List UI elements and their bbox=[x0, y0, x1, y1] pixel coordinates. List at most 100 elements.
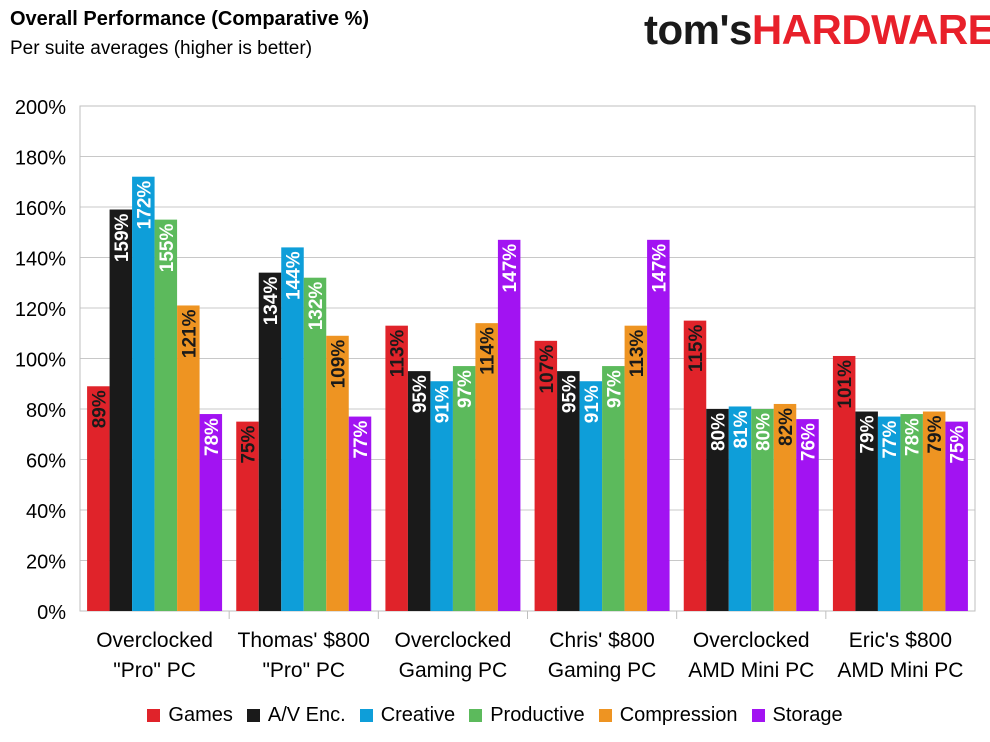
legend-label: Games bbox=[168, 704, 233, 726]
logo-text-hardware: HARDWARE bbox=[751, 6, 990, 53]
legend-swatch bbox=[469, 709, 483, 722]
bar bbox=[348, 416, 372, 611]
data-label: 113% bbox=[627, 330, 648, 378]
data-label: 101% bbox=[835, 360, 856, 409]
legend-item: Productive bbox=[469, 704, 585, 727]
y-tick-label: 100% bbox=[15, 350, 66, 372]
data-label: 114% bbox=[478, 327, 499, 375]
data-label: 91% bbox=[433, 385, 454, 423]
data-label: 81% bbox=[731, 410, 752, 448]
bar bbox=[945, 421, 968, 611]
x-tick-label: Overclocked bbox=[395, 629, 512, 652]
bar bbox=[832, 355, 856, 611]
bar bbox=[497, 239, 521, 611]
legend-item: A/V Enc. bbox=[246, 704, 346, 727]
data-label: 89% bbox=[89, 390, 110, 428]
data-label: 121% bbox=[179, 309, 200, 358]
bar bbox=[557, 371, 580, 611]
data-label: 75% bbox=[948, 426, 969, 464]
bar bbox=[647, 239, 670, 611]
bar bbox=[109, 209, 133, 611]
x-tick-label: Thomas' $800 bbox=[238, 629, 370, 652]
x-tick-label: Gaming PC bbox=[548, 659, 657, 682]
bar bbox=[534, 340, 558, 611]
data-label: 77% bbox=[351, 420, 372, 458]
bar bbox=[303, 277, 327, 611]
legend-label: Storage bbox=[772, 704, 843, 726]
data-label: 172% bbox=[134, 181, 155, 230]
data-label: 97% bbox=[455, 370, 476, 408]
bar bbox=[706, 409, 729, 611]
bar bbox=[385, 325, 408, 611]
logo-text-toms: tom's bbox=[644, 6, 752, 53]
bar bbox=[624, 325, 648, 611]
bar bbox=[900, 414, 923, 611]
data-label: 78% bbox=[202, 418, 223, 456]
legend-swatch bbox=[246, 709, 260, 722]
x-tick-label: AMD Mini PC bbox=[688, 659, 814, 682]
data-label: 155% bbox=[157, 224, 178, 273]
x-tick-label: "Pro" PC bbox=[113, 659, 196, 682]
bar bbox=[87, 386, 110, 611]
x-tick-label: Chris' $800 bbox=[549, 629, 655, 652]
x-tick-label: Eric's $800 bbox=[849, 629, 952, 652]
chart-title: Overall Performance (Comparative %) bbox=[10, 8, 370, 30]
legend-item: Games bbox=[147, 704, 233, 727]
legend-label: Creative bbox=[380, 704, 456, 726]
data-label: 82% bbox=[776, 408, 797, 446]
data-label: 132% bbox=[306, 282, 327, 331]
x-tick-label: AMD Mini PC bbox=[837, 659, 963, 682]
bar bbox=[154, 219, 178, 611]
legend-label: Compression bbox=[619, 704, 738, 726]
y-tick-label: 180% bbox=[15, 148, 66, 170]
data-label: 95% bbox=[559, 375, 580, 413]
y-tick-label: 120% bbox=[15, 299, 66, 321]
y-tick-label: 60% bbox=[26, 451, 66, 473]
y-tick-label: 160% bbox=[15, 198, 66, 220]
data-label: 75% bbox=[239, 426, 260, 464]
y-tick-label: 140% bbox=[15, 249, 66, 271]
bar bbox=[281, 247, 304, 611]
bar bbox=[751, 409, 774, 611]
bar bbox=[579, 381, 603, 611]
bar bbox=[258, 272, 282, 611]
bar bbox=[452, 366, 476, 611]
data-label: 79% bbox=[858, 415, 879, 453]
data-label: 113% bbox=[388, 330, 409, 378]
legend-item: Creative bbox=[359, 704, 456, 727]
x-tick-label: Overclocked bbox=[693, 629, 810, 652]
bar bbox=[430, 381, 453, 611]
y-tick-label: 20% bbox=[26, 552, 66, 574]
bar bbox=[773, 403, 797, 611]
bar bbox=[236, 421, 259, 611]
x-tick-label: Gaming PC bbox=[399, 659, 508, 682]
data-label: 79% bbox=[925, 415, 946, 453]
legend-label: Productive bbox=[490, 704, 585, 726]
legend-swatch bbox=[359, 709, 373, 722]
y-tick-label: 200% bbox=[15, 97, 66, 119]
x-tick-label: "Pro" PC bbox=[262, 659, 345, 682]
bar bbox=[407, 371, 431, 611]
bar bbox=[177, 305, 200, 611]
data-label: 91% bbox=[582, 385, 603, 423]
legend-item: Storage bbox=[751, 704, 843, 727]
legend-swatch bbox=[147, 709, 161, 722]
legend-item: Compression bbox=[598, 704, 738, 727]
data-label: 80% bbox=[754, 413, 775, 451]
data-label: 107% bbox=[537, 345, 558, 394]
data-label: 115% bbox=[686, 325, 707, 373]
data-label: 80% bbox=[709, 413, 730, 451]
y-tick-label: 80% bbox=[26, 400, 66, 422]
bar bbox=[683, 320, 707, 611]
chart-legend: Games A/V Enc. Creative Productive Compressi… bbox=[0, 704, 990, 727]
data-label: 109% bbox=[329, 340, 350, 389]
data-label: 147% bbox=[649, 244, 670, 293]
y-tick-label: 0% bbox=[37, 602, 66, 624]
bar bbox=[199, 414, 223, 611]
data-label: 159% bbox=[112, 213, 133, 262]
data-label: 95% bbox=[410, 375, 431, 413]
chart-subtitle: Per suite averages (higher is better) bbox=[10, 38, 313, 59]
data-label: 134% bbox=[261, 277, 282, 326]
legend-swatch bbox=[598, 709, 612, 722]
data-label: 144% bbox=[284, 251, 305, 300]
